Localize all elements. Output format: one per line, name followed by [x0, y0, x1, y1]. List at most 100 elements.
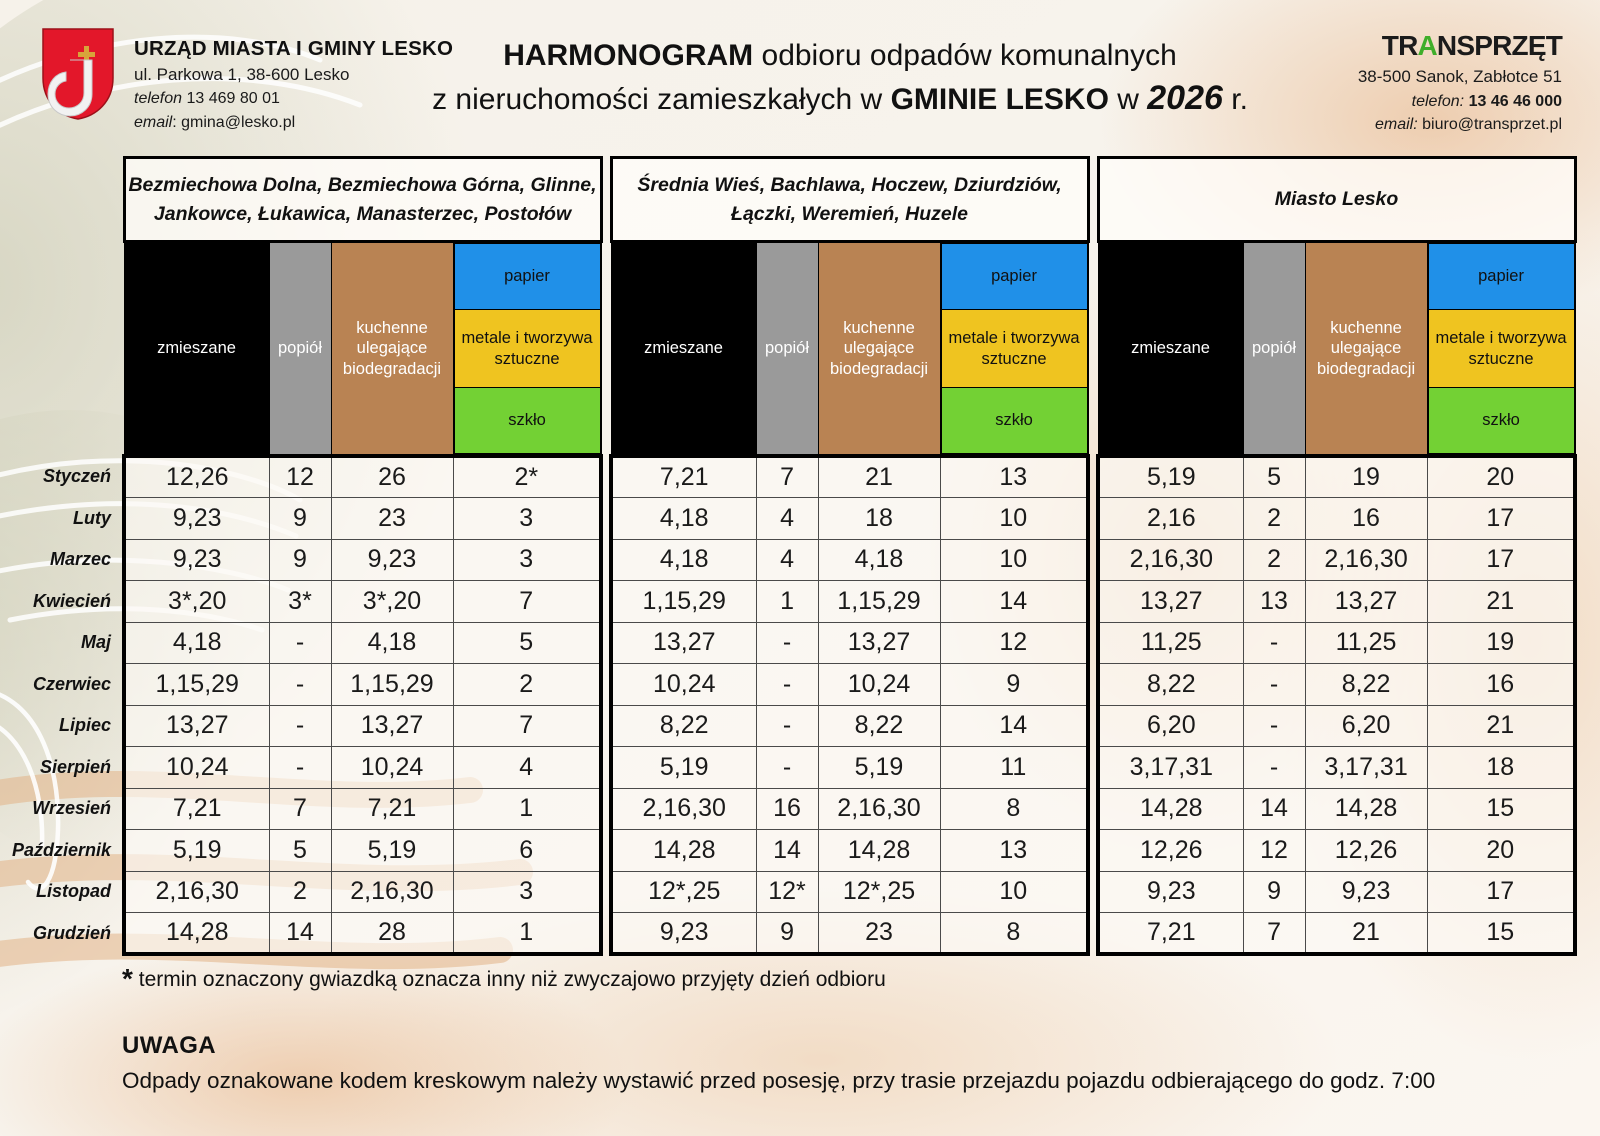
contractor-email-label: email: [1375, 115, 1418, 133]
category-label-ash: popiół [764, 339, 810, 358]
uwaga-body: Odpady oznakowane kodem kreskowym należy… [122, 1067, 1436, 1093]
cell-g3-mixed: 2,16,30 [1096, 538, 1244, 581]
cell-g2-segregated: 13 [939, 454, 1091, 498]
footnote-star: * [122, 963, 133, 994]
cell-g2-segregated: 10 [939, 870, 1091, 913]
cell-g3-bio: 12,26 [1304, 829, 1428, 872]
group-gap [601, 498, 611, 540]
group-gap [601, 456, 611, 498]
category-bio-3: kuchenne ulegające biodegradacji [1304, 241, 1428, 457]
category-glass-2: szkło [940, 387, 1088, 454]
schedule-table: Bezmiechowa Dolna, Bezmiechowa Górna, Gl… [122, 156, 1578, 956]
category-bio-2: kuchenne ulegające biodegradacji [817, 241, 941, 457]
table-row: 13,27-13,27 7 8,22-8,22 14 6,20-6,20 21 [122, 704, 1578, 747]
municipality-phone-value: 13 469 80 01 [186, 90, 280, 108]
group-gap [1088, 664, 1098, 706]
cell-g3-mixed: 13,27 [1096, 580, 1244, 623]
cell-g1-bio: 4,18 [330, 621, 454, 664]
cell-g2-bio: 13,27 [817, 621, 941, 664]
segregated-subtable: papier metale i tworzywa sztuczne szkło [940, 243, 1088, 454]
logo-text-part2: NSPRZĘT [1436, 30, 1563, 61]
municipality-email-value: gmina@lesko.pl [181, 114, 296, 132]
category-ash-2: popiół [755, 241, 819, 457]
cell-g1-segregated: 1 [452, 787, 604, 830]
cell-g3-segregated: 21 [1426, 580, 1578, 623]
cell-g2-bio: 21 [817, 454, 941, 498]
cell-g1-bio: 5,19 [330, 829, 454, 872]
cell-g1-bio: 28 [330, 912, 454, 956]
cell-g1-ash: - [268, 704, 332, 747]
cell-g3-mixed: 5,19 [1096, 454, 1244, 498]
cell-g3-bio: 14,28 [1304, 787, 1428, 830]
municipality-address: ul. Parkowa 1, 38-600 Lesko [134, 64, 350, 84]
cell-g3-segregated: 15 [1426, 787, 1578, 830]
cell-g2-segregated: 10 [939, 538, 1091, 581]
cell-g1-ash: 2 [268, 870, 332, 913]
category-ash-3: popiół [1242, 241, 1306, 457]
table-row: 9,23 9 23 3 4,18 4 18 10 2,16 2 16 17 [122, 497, 1578, 540]
category-label-bio: kuchenne ulegające biodegradacji [1316, 318, 1416, 378]
cell-g2-segregated: 12 [939, 621, 1091, 664]
group-gap [1088, 581, 1098, 623]
segregated-subtable: papier metale i tworzywa sztuczne szkło [453, 243, 601, 454]
cell-g3-ash: 9 [1242, 870, 1306, 913]
title-year: 2026 [1147, 79, 1223, 118]
cell-g3-segregated: 17 [1426, 497, 1578, 540]
category-paper-2: papier [940, 243, 1088, 310]
cell-g2-bio: 5,19 [817, 746, 941, 789]
title-line-2: z nieruchomości zamieszkałych w GMINIE L… [400, 76, 1280, 122]
group-gap [601, 539, 611, 581]
logo-road-icon: A [1417, 30, 1438, 61]
table-row: 2,16,30 2 2,16,30 3 12*,25 12* 12*,25 10 9,23 9 9,… [122, 870, 1578, 913]
title-gmina-lesko: GMINIE LESKO [890, 83, 1109, 117]
group-gap [601, 705, 611, 747]
group-gap [601, 158, 611, 242]
cell-g3-segregated: 21 [1426, 704, 1578, 747]
cell-g2-bio: 12*,25 [817, 870, 941, 913]
cell-g2-bio: 8,22 [817, 704, 941, 747]
table-row: 7,21 7 7,21 1 2,16,30 16 2,16,30 8 14,28 14 14,28 1… [122, 787, 1578, 830]
cell-g3-ash: - [1242, 663, 1306, 706]
cell-g3-mixed: 7,21 [1096, 912, 1244, 956]
cell-g3-bio: 19 [1304, 454, 1428, 498]
cell-g1-segregated: 6 [452, 829, 604, 872]
cell-g1-ash: - [268, 746, 332, 789]
group-gap [601, 913, 611, 955]
month-label-4: Kwiecień [32, 590, 111, 611]
category-metals-2: metale i tworzywa sztuczne [940, 309, 1088, 388]
cell-g3-mixed: 6,20 [1096, 704, 1244, 747]
category-label-bio: kuchenne ulegające biodegradacji [829, 318, 929, 378]
month-label-5: Maj [80, 632, 111, 652]
cell-g2-segregated: 10 [939, 497, 1091, 540]
contractor-phone-value: 13 46 46 000 [1468, 92, 1562, 110]
group-gap [1088, 539, 1098, 581]
category-label-ash: popiół [1252, 339, 1297, 358]
category-segregated-1: papier metale i tworzywa sztuczne szkło [452, 241, 602, 457]
cell-g3-bio: 2,16,30 [1304, 538, 1428, 581]
group-gap [601, 830, 611, 872]
group-gap [1088, 871, 1098, 913]
cell-g1-bio: 2,16,30 [330, 870, 454, 913]
contractor-email-value: biuro@transprzet.pl [1422, 115, 1562, 133]
month-label-6: Czerwiec [32, 673, 111, 694]
cell-g2-bio: 10,24 [817, 663, 941, 706]
cell-g2-segregated: 14 [939, 580, 1091, 623]
cell-g3-mixed: 9,23 [1096, 870, 1244, 913]
category-label-mixed: zmieszane [157, 339, 236, 358]
cell-g1-segregated: 2* [452, 454, 604, 498]
cell-g3-segregated: 19 [1426, 621, 1578, 664]
cell-g3-bio: 16 [1304, 497, 1428, 540]
cell-g1-ash: 5 [268, 829, 332, 872]
cell-g1-segregated: 2 [452, 663, 604, 706]
table-row: 12,26 12 26 2* 7,21 7 21 13 5,19 5 19 20 [122, 454, 1578, 498]
cell-g2-ash: 4 [755, 538, 819, 581]
cell-g1-segregated: 7 [452, 580, 604, 623]
category-label-mixed: zmieszane [1131, 339, 1210, 358]
month-label-10: Październik [11, 839, 111, 860]
cell-g2-mixed: 4,18 [609, 538, 757, 581]
contractor-phone: telefon: 13 46 46 000 [1358, 90, 1562, 113]
category-mixed-3: zmieszane [1097, 241, 1244, 457]
category-glass-3: szkło [1427, 387, 1575, 454]
cell-g1-segregated: 4 [452, 746, 604, 789]
group-gap [1088, 913, 1098, 955]
